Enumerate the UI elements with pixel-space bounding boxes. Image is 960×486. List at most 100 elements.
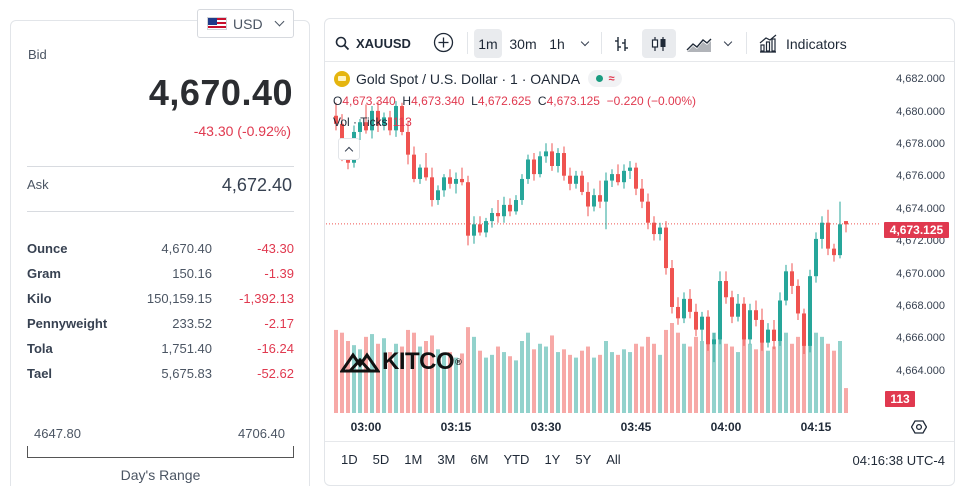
area-type-button[interactable] — [682, 29, 716, 58]
registered-mark: ® — [455, 357, 462, 367]
volume-bar — [610, 352, 614, 413]
x-axis-label: 03:30 — [530, 420, 562, 434]
volume-bar — [448, 352, 452, 413]
x-axis-label: 04:00 — [710, 420, 742, 434]
change-value: −0.220 (−0.00%) — [606, 94, 697, 108]
volume-bar — [592, 357, 596, 413]
chart-settings-icon[interactable] — [911, 419, 927, 435]
chart-clock[interactable]: 04:16:38 UTC-4 — [852, 453, 946, 468]
volume-bar — [688, 346, 692, 413]
candle-body — [628, 167, 632, 171]
toolbar-divider — [325, 61, 954, 62]
candle-body — [592, 195, 596, 207]
candle-body — [388, 117, 392, 131]
candle-body — [502, 204, 506, 217]
volume-bar — [502, 352, 506, 413]
x-axis-label: 04:15 — [800, 420, 832, 434]
bar-type-button[interactable] — [608, 29, 636, 58]
collapse-legend-button[interactable] — [338, 138, 360, 160]
range-all[interactable]: All — [606, 452, 621, 467]
symbol-search[interactable]: XAUUSD — [335, 29, 411, 57]
range-5d[interactable]: 5D — [372, 452, 390, 467]
range-5y[interactable]: 5Y — [575, 452, 592, 467]
bid-change: -43.30 (-0.92%) — [193, 123, 291, 139]
add-symbol-icon[interactable] — [432, 31, 455, 54]
candle-body — [424, 167, 428, 178]
y-axis-label: 4,678.000 — [896, 137, 945, 150]
candle-body — [376, 110, 380, 126]
candle-body — [400, 106, 404, 132]
currency-selector[interactable]: USD — [197, 9, 294, 38]
volume-bar — [658, 354, 662, 413]
candle-body — [406, 131, 410, 155]
chart-type-dropdown[interactable] — [719, 29, 737, 58]
unit-price: 150.16 — [172, 266, 212, 281]
candle-body — [586, 191, 590, 207]
candle-body — [556, 153, 560, 166]
candle-body — [538, 156, 542, 175]
divider — [27, 166, 294, 167]
candle-body — [688, 298, 692, 312]
indicators-button[interactable]: Indicators — [758, 29, 847, 58]
volume-bar — [808, 327, 812, 413]
search-icon — [335, 36, 350, 50]
candle-body — [844, 221, 848, 225]
candle-body — [682, 298, 686, 319]
timeframe-30m[interactable]: 30m — [509, 35, 537, 52]
candle-body — [730, 297, 734, 317]
volume-bar — [406, 329, 410, 413]
unit-row-ounce: Ounce 4,670.40 -43.30 — [27, 236, 294, 261]
volume-bar — [478, 350, 482, 413]
volume-bar — [826, 343, 830, 413]
range-3m[interactable]: 3M — [437, 452, 456, 467]
volume-bar — [436, 349, 440, 413]
volume-bar — [340, 332, 344, 413]
y-axis-label: 4,680.000 — [896, 105, 945, 118]
range-1y[interactable]: 1Y — [544, 452, 561, 467]
candle-body — [796, 285, 800, 314]
volume-bar — [724, 343, 728, 413]
timeframe-1h[interactable]: 1h — [549, 35, 565, 52]
range-6m[interactable]: 6M — [470, 452, 489, 467]
range-ytd[interactable]: YTD — [503, 452, 530, 467]
kitco-watermark: KITCO ® — [340, 348, 462, 376]
chevron-down-icon — [580, 37, 590, 47]
price-chart[interactable] — [326, 62, 881, 414]
market-status-pill[interactable]: ≈ — [588, 70, 623, 87]
volume-bar — [496, 346, 500, 413]
candle-body — [784, 271, 788, 301]
day-range-low: 4647.80 — [34, 426, 81, 441]
candle-body — [364, 122, 368, 131]
volume-bar — [730, 346, 734, 413]
candle-body — [838, 224, 842, 256]
toolbar-separator — [746, 32, 747, 54]
candles-type-button[interactable] — [642, 29, 676, 58]
volume-bar — [676, 332, 680, 413]
volume-bar — [334, 329, 338, 413]
volume-bar — [682, 343, 686, 413]
candle-body — [442, 177, 446, 191]
candles-icon — [651, 36, 666, 51]
volume-bar — [460, 353, 464, 413]
candle-body — [778, 300, 782, 342]
volume-bar — [772, 346, 776, 413]
timeframe-1m[interactable]: 1m — [474, 29, 502, 58]
symbol-label: XAUUSD — [356, 35, 411, 51]
candle-body — [496, 212, 500, 217]
day-range-label: Day's Range — [120, 467, 201, 483]
timeframe-dropdown[interactable] — [576, 29, 594, 58]
volume-bar — [550, 335, 554, 413]
candle-body — [526, 159, 530, 179]
candle-body — [826, 222, 830, 249]
candle-body — [568, 175, 572, 184]
volume-bar — [736, 352, 740, 413]
range-1m[interactable]: 1M — [404, 452, 423, 467]
candle-body — [676, 306, 680, 319]
range-1d[interactable]: 1D — [341, 452, 358, 467]
chevron-down-icon — [274, 16, 285, 27]
candle-body — [802, 313, 806, 346]
volume-value: 113 — [392, 115, 412, 129]
y-axis-label: 4,668.000 — [896, 299, 945, 312]
volume-bar — [640, 346, 644, 413]
ask-price: 4,672.40 — [221, 175, 292, 195]
